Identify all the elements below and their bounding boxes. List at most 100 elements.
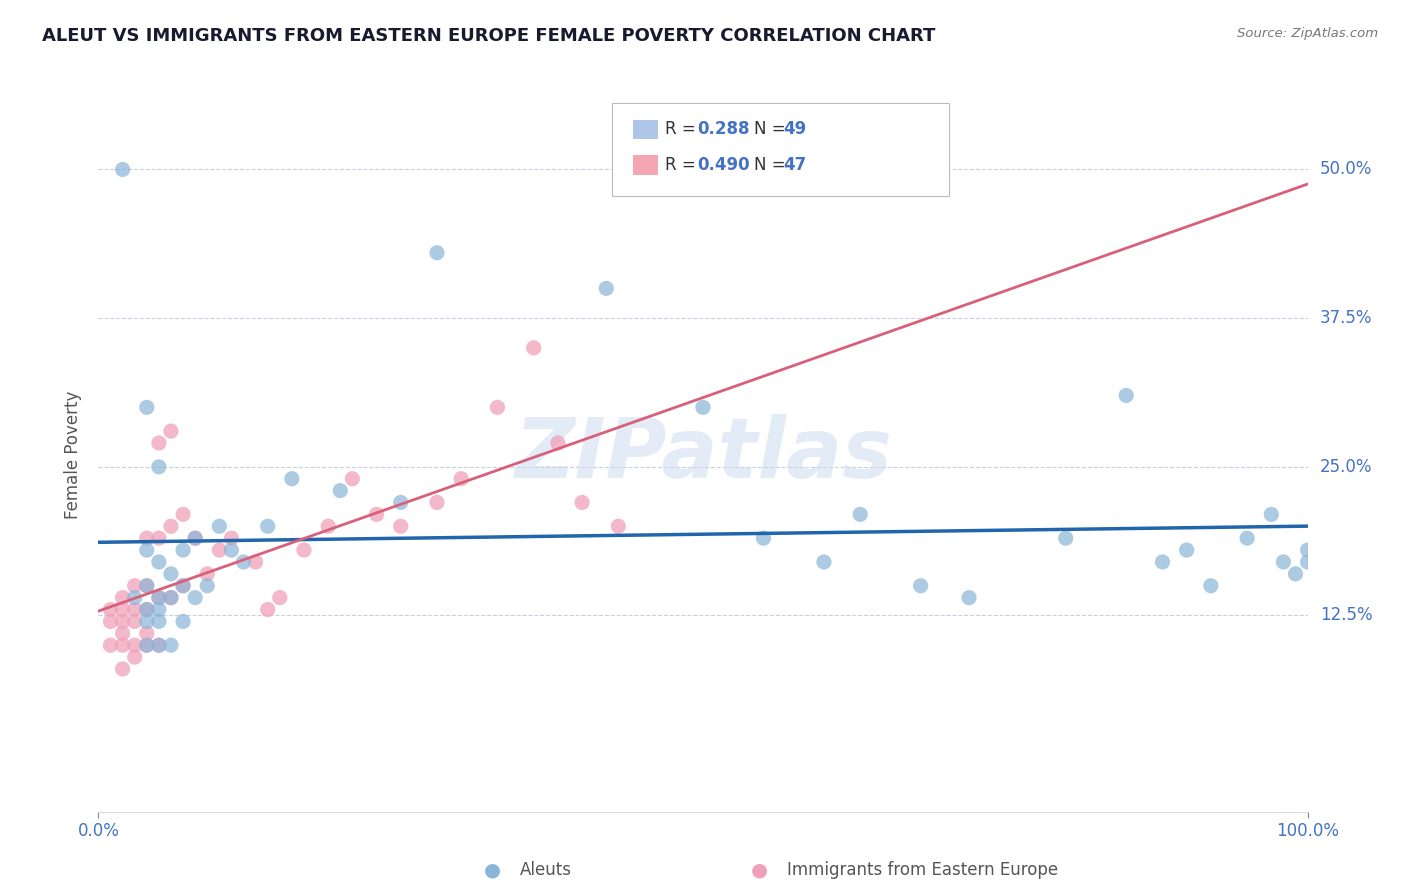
Point [100, 602, 122, 616]
Point [148, 436, 170, 450]
Point [111, 602, 134, 616]
Point [1296, 555, 1319, 569]
Point [389, 519, 412, 533]
Point [135, 626, 157, 640]
Text: Aleuts: Aleuts [520, 861, 572, 879]
Point [1284, 566, 1306, 581]
Text: Immigrants from Eastern Europe: Immigrants from Eastern Europe [787, 861, 1059, 879]
Point [172, 615, 194, 629]
Point [135, 401, 157, 415]
Point [1236, 531, 1258, 545]
Text: 12.5%: 12.5% [1320, 607, 1372, 624]
Point [160, 566, 183, 581]
Point [571, 495, 593, 509]
Point [148, 591, 170, 605]
Point [160, 638, 183, 652]
Point [148, 602, 170, 616]
Point [281, 472, 304, 486]
Text: R =: R = [665, 156, 702, 174]
Point [124, 650, 146, 665]
Point [148, 459, 170, 474]
Point [292, 543, 315, 558]
Point [426, 245, 449, 260]
Point [256, 602, 278, 616]
Point [232, 555, 254, 569]
Point [135, 638, 157, 652]
Text: 0.490: 0.490 [697, 156, 749, 174]
Point [523, 341, 546, 355]
Text: 47: 47 [783, 156, 807, 174]
Point [135, 579, 157, 593]
Point [1260, 508, 1282, 522]
Point [135, 602, 157, 616]
Point [849, 508, 872, 522]
Point [135, 638, 157, 652]
Point [124, 615, 146, 629]
Point [195, 566, 218, 581]
Point [184, 531, 207, 545]
Text: 0.288: 0.288 [697, 120, 749, 138]
Point [124, 579, 146, 593]
Text: 50.0%: 50.0% [1320, 161, 1372, 178]
Point [111, 591, 134, 605]
Point [1115, 388, 1137, 402]
Point [148, 638, 170, 652]
Point [135, 615, 157, 629]
Point [389, 495, 412, 509]
Point [256, 519, 278, 533]
Point [148, 638, 170, 652]
Point [547, 436, 569, 450]
Point [1199, 579, 1222, 593]
Point [124, 638, 146, 652]
Point [148, 531, 170, 545]
Point [486, 401, 509, 415]
Point [172, 508, 194, 522]
Point [100, 615, 122, 629]
Point [111, 615, 134, 629]
Point [135, 579, 157, 593]
Point [148, 615, 170, 629]
Text: Source: ZipAtlas.com: Source: ZipAtlas.com [1237, 27, 1378, 40]
Point [160, 424, 183, 438]
Point [135, 531, 157, 545]
Point [245, 555, 267, 569]
Point [184, 591, 207, 605]
Point [160, 519, 183, 533]
Point [148, 555, 170, 569]
Text: N =: N = [754, 156, 790, 174]
Text: R =: R = [665, 120, 702, 138]
Point [124, 591, 146, 605]
Point [342, 472, 364, 486]
Text: ZIPatlas: ZIPatlas [515, 415, 891, 495]
Text: N =: N = [754, 120, 790, 138]
Point [124, 602, 146, 616]
Point [111, 638, 134, 652]
Text: ●: ● [751, 860, 768, 880]
Point [1054, 531, 1077, 545]
Point [957, 591, 980, 605]
Point [100, 638, 122, 652]
Point [752, 531, 775, 545]
Point [111, 626, 134, 640]
Point [135, 602, 157, 616]
Point [910, 579, 932, 593]
Point [692, 401, 714, 415]
Point [172, 579, 194, 593]
Point [208, 543, 231, 558]
Point [195, 579, 218, 593]
Text: 37.5%: 37.5% [1320, 310, 1372, 327]
Point [329, 483, 352, 498]
Text: 49: 49 [783, 120, 807, 138]
Point [426, 495, 449, 509]
Point [111, 662, 134, 676]
Point [160, 591, 183, 605]
Text: 25.0%: 25.0% [1320, 458, 1372, 475]
Point [172, 543, 194, 558]
Point [221, 543, 243, 558]
Point [366, 508, 388, 522]
Point [172, 579, 194, 593]
Point [1272, 555, 1295, 569]
Point [1152, 555, 1174, 569]
Text: ●: ● [484, 860, 501, 880]
Point [148, 591, 170, 605]
